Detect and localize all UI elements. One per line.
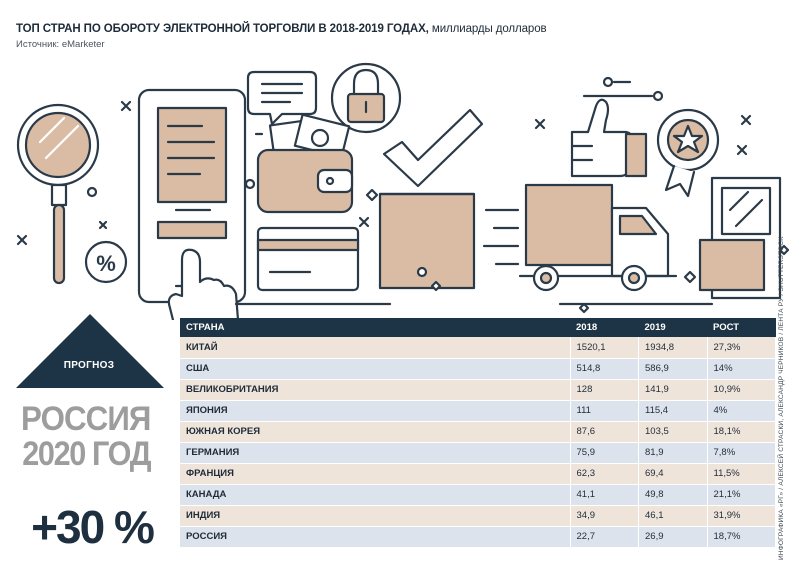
package-box-icon: [378, 192, 476, 290]
cell-2018: 22,7: [570, 526, 639, 548]
cell-growth: 14%: [707, 358, 776, 380]
table-row: ГЕРМАНИЯ 75,9 81,9 7,8%: [180, 442, 776, 464]
cell-2018: 514,8: [570, 358, 639, 380]
table-row: ИНДИЯ 34,9 46,1 31,9%: [180, 505, 776, 527]
cell-2018: 1520,1: [570, 337, 639, 359]
forecast-block: ПРОГНОЗ РОССИЯ 2020 ГОД +30 %: [12, 310, 168, 560]
cell-country: США: [180, 358, 571, 380]
table-row: США 514,8 586,9 14%: [180, 358, 776, 380]
table-row: ЮЖНАЯ КОРЕЯ 87,6 103,5 18,1%: [180, 421, 776, 443]
table-row: ЯПОНИЯ 111 115,4 4%: [180, 400, 776, 422]
percent-badge-icon: [84, 240, 128, 284]
table-row: ФРАНЦИЯ 62,3 69,4 11,5%: [180, 463, 776, 485]
speed-lines: [482, 208, 520, 266]
decor-crosses: [16, 100, 752, 246]
percent-symbol: %: [96, 251, 116, 276]
credit-card-icon: [256, 226, 360, 292]
thumbs-up-icon: [570, 98, 648, 178]
smartphone-icon: [137, 88, 247, 304]
cell-2018: 34,9: [570, 505, 639, 527]
cell-2019: 115,4: [638, 400, 708, 422]
header-2019: 2019: [638, 318, 707, 337]
delivery-truck-icon: [518, 183, 678, 292]
cell-2019: 69,4: [638, 463, 708, 485]
picture-frame-icon: [698, 176, 782, 300]
cell-2018: 41,1: [570, 484, 639, 506]
cell-2018: 75,9: [570, 442, 639, 464]
cell-growth: 18,1%: [707, 421, 776, 443]
cell-2018: 87,6: [570, 421, 639, 443]
cell-growth: 11,5%: [707, 463, 776, 485]
cell-growth: 31,9%: [707, 505, 776, 527]
forecast-year: 2020 ГОД: [22, 435, 151, 473]
ecommerce-table: СТРАНА 2018 2019 РОСТ КИТАЙ 1520,1 1934,…: [180, 318, 776, 548]
quality-badge-icon: [656, 108, 720, 198]
cell-growth: 7,8%: [707, 442, 776, 464]
forecast-label: ПРОГНОЗ: [63, 360, 115, 371]
cell-country: ГЕРМАНИЯ: [180, 442, 571, 464]
cell-2019: 46,1: [638, 505, 708, 527]
cell-country: ВЕЛИКОБРИТАНИЯ: [180, 379, 571, 401]
table-row: КАНАДА 41,1 49,8 21,1%: [180, 484, 776, 506]
cell-country: ЯПОНИЯ: [180, 400, 571, 422]
padlock-icon: [330, 62, 402, 134]
chart-source: Источник: eMarketer: [16, 39, 105, 50]
credit-line: ИНФОГРАФИКА «РГ» / АЛЕКСЕЙ СТРАСКИ, АЛЕК…: [778, 236, 790, 560]
forecast-growth: +30 %: [31, 501, 155, 553]
cell-growth: 18,7%: [707, 526, 776, 548]
cell-country: ИНДИЯ: [180, 505, 571, 527]
chart-title: ТОП СТРАН ПО ОБОРОТУ ЭЛЕКТРОННОЙ ТОРГОВЛ…: [16, 23, 547, 35]
cell-growth: 27,3%: [707, 337, 776, 359]
chart-title-unit: миллиарды долларов: [431, 23, 547, 35]
cell-2018: 128: [570, 379, 639, 401]
table-row: РОССИЯ 22,7 26,9 18,7%: [180, 526, 776, 548]
cell-2019: 26,9: [638, 526, 708, 548]
cell-growth: 4%: [707, 400, 776, 422]
forecast-triangle: [16, 314, 164, 388]
cell-2019: 586,9: [638, 358, 708, 380]
header-growth: РОСТ: [707, 318, 776, 337]
cell-2019: 103,5: [638, 421, 708, 443]
forecast-country: РОССИЯ: [21, 400, 151, 438]
magnifier-icon: [16, 103, 100, 285]
cell-2019: 141,9: [638, 379, 708, 401]
cell-country: КИТАЙ: [180, 337, 571, 359]
chart-title-main: ТОП СТРАН ПО ОБОРОТУ ЭЛЕКТРОННОЙ ТОРГОВЛ…: [16, 23, 429, 35]
cell-2019: 49,8: [638, 484, 708, 506]
header-country: СТРАНА: [180, 318, 570, 337]
header-2018: 2018: [570, 318, 639, 337]
cell-country: РОССИЯ: [180, 526, 571, 548]
cell-2019: 81,9: [638, 442, 708, 464]
cell-country: ФРАНЦИЯ: [180, 463, 571, 485]
table-row: КИТАЙ 1520,1 1934,8 27,3%: [180, 337, 776, 359]
ecommerce-illustration: %: [16, 62, 790, 320]
checkmark-icon: [382, 108, 484, 188]
cell-country: КАНАДА: [180, 484, 571, 506]
table-header-row: СТРАНА 2018 2019 РОСТ: [180, 318, 776, 337]
cell-2019: 1934,8: [638, 337, 708, 359]
wallet-icon: [256, 148, 354, 214]
cell-2018: 62,3: [570, 463, 639, 485]
cell-2018: 111: [570, 400, 639, 422]
table-row: ВЕЛИКОБРИТАНИЯ 128 141,9 10,9%: [180, 379, 776, 401]
cell-growth: 10,9%: [707, 379, 776, 401]
credit-text: ИНФОГРАФИКА «РГ» / АЛЕКСЕЙ СТРАСКИ, АЛЕК…: [778, 236, 785, 560]
cell-country: ЮЖНАЯ КОРЕЯ: [180, 421, 571, 443]
pointing-hand-icon: [167, 248, 240, 320]
chat-bubble-icon: [246, 70, 318, 126]
cell-growth: 21,1%: [707, 484, 776, 506]
banknotes-icon: [268, 113, 351, 159]
decor-dots-lines: [86, 76, 790, 314]
data-table: СТРАНА 2018 2019 РОСТ КИТАЙ 1520,1 1934,…: [180, 318, 776, 548]
